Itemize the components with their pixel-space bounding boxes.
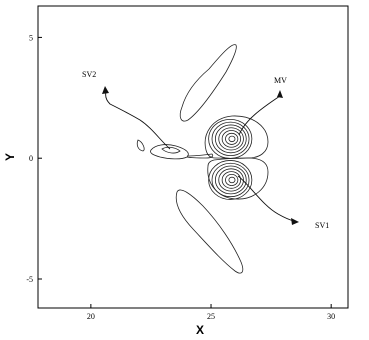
x-tick-label: 25: [207, 312, 215, 321]
sv1-arrowhead: [291, 218, 299, 225]
vortex-ring-sv1: [214, 165, 247, 195]
vortex-ring-mv: [225, 132, 239, 145]
y-axis-title: Y: [3, 153, 17, 161]
vortex-ring-mv: [221, 130, 242, 148]
x-tick-label: 30: [327, 312, 335, 321]
mv-arrow: [238, 95, 281, 136]
vortex-ring-mv: [214, 124, 247, 154]
sv1-arrow: [237, 175, 295, 222]
left-streak-contour: [136, 139, 145, 152]
mv-arrowhead: [277, 90, 283, 98]
vortex-ring-mv: [211, 121, 250, 157]
vortex-ring-sv1: [208, 160, 253, 200]
annotation-sv2: SV2: [82, 70, 96, 79]
vortex-ring-mv: [208, 118, 253, 159]
vortex-ring-mv: [228, 135, 236, 143]
y-tick-label: -5: [26, 275, 33, 284]
annotation-mv: MV: [274, 76, 287, 85]
y-tick-label: 5: [29, 33, 33, 42]
upper-lobe-contour: [179, 44, 237, 122]
x-axis-title: X: [196, 323, 204, 337]
vortex-ring-sv1: [225, 173, 239, 186]
sv2-contour: [150, 144, 189, 160]
axis-ticks: 20 25 30 -5 0 5: [26, 33, 335, 321]
sv2-arrow: [105, 91, 171, 150]
vortex-ring-sv1: [221, 171, 242, 189]
y-tick-label: 0: [29, 154, 33, 163]
x-tick-label: 20: [87, 312, 95, 321]
annotation-sv1: SV1: [315, 221, 329, 230]
lower-lobe-contour: [175, 189, 244, 274]
sv2-inner-contour: [161, 146, 181, 154]
bridge-contour: [186, 153, 214, 159]
mv-envelope-contour: [204, 115, 269, 159]
sv1-envelope-contour: [207, 157, 269, 200]
vortex-ring-sv1: [218, 168, 244, 192]
contour-lines: [136, 44, 269, 274]
plot-frame: [37, 5, 349, 309]
vortex-ring-mv: [218, 127, 244, 151]
vortex-rings: [208, 118, 253, 200]
vortex-ring-sv1: [211, 162, 250, 198]
vortex-ring-sv1: [228, 176, 236, 184]
sv2-arrowhead: [102, 86, 109, 94]
annotation-arrows: [102, 86, 299, 225]
